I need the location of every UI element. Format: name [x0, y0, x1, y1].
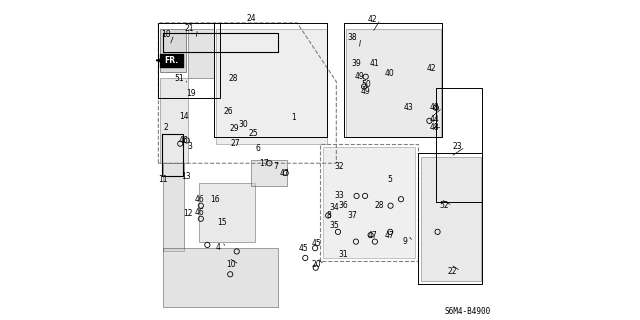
Text: 49: 49	[361, 87, 371, 96]
Text: 35: 35	[329, 221, 339, 230]
Text: 27: 27	[230, 139, 240, 148]
Text: 47: 47	[367, 231, 377, 240]
Polygon shape	[421, 157, 481, 281]
Text: 48: 48	[429, 123, 439, 132]
Text: 50: 50	[362, 80, 372, 89]
Text: 33: 33	[335, 191, 344, 200]
Polygon shape	[163, 248, 278, 307]
Text: 51: 51	[174, 74, 184, 83]
Text: 36: 36	[339, 201, 348, 210]
Text: 44: 44	[429, 115, 439, 124]
Text: 19: 19	[186, 89, 196, 98]
Text: 22: 22	[448, 267, 458, 276]
Text: 24: 24	[246, 14, 256, 23]
Text: 12: 12	[183, 209, 193, 218]
Polygon shape	[216, 29, 326, 144]
Text: 38: 38	[348, 33, 358, 42]
Text: 11: 11	[159, 175, 168, 184]
Text: 21: 21	[184, 24, 194, 33]
Text: 34: 34	[330, 203, 340, 212]
Text: 14: 14	[180, 112, 189, 121]
Text: 47: 47	[385, 231, 394, 240]
Text: 40: 40	[385, 69, 394, 78]
Polygon shape	[346, 29, 441, 137]
Text: 52: 52	[439, 201, 449, 210]
Text: 26: 26	[224, 107, 234, 116]
Text: 29: 29	[230, 124, 239, 133]
Text: S6M4-B4900: S6M4-B4900	[444, 307, 490, 316]
Text: 18: 18	[161, 30, 171, 39]
Polygon shape	[160, 78, 188, 163]
Text: 32: 32	[335, 162, 344, 171]
Text: 8: 8	[327, 211, 332, 220]
Text: 37: 37	[348, 211, 358, 220]
Text: 46: 46	[195, 195, 204, 204]
Text: FR.: FR.	[164, 56, 179, 65]
Text: 30: 30	[238, 120, 248, 129]
Polygon shape	[160, 29, 186, 72]
FancyBboxPatch shape	[160, 54, 183, 67]
Text: 23: 23	[452, 142, 462, 151]
Text: 48: 48	[429, 103, 439, 112]
Text: 4: 4	[216, 243, 221, 252]
Text: 20: 20	[311, 260, 321, 269]
Polygon shape	[323, 147, 415, 258]
Text: 7: 7	[273, 162, 278, 171]
Text: 45: 45	[312, 239, 322, 248]
Text: 6: 6	[255, 144, 260, 153]
Text: 46: 46	[195, 208, 204, 217]
Text: 39: 39	[351, 59, 361, 68]
Text: 28: 28	[228, 74, 238, 83]
Polygon shape	[188, 29, 214, 78]
Text: 15: 15	[217, 218, 227, 227]
Text: 47: 47	[279, 169, 289, 178]
Text: 42: 42	[367, 15, 377, 24]
Text: 10: 10	[227, 260, 236, 269]
Text: 43: 43	[403, 103, 413, 112]
Text: 31: 31	[338, 250, 348, 259]
Text: 2: 2	[163, 123, 168, 132]
Polygon shape	[163, 163, 184, 252]
Text: 46: 46	[179, 136, 188, 145]
Text: 42: 42	[426, 64, 436, 73]
Text: 25: 25	[248, 129, 258, 138]
Text: 16: 16	[211, 195, 220, 204]
Text: 9: 9	[403, 237, 407, 246]
Text: 3: 3	[187, 142, 192, 151]
Polygon shape	[199, 183, 255, 242]
Text: 1: 1	[291, 113, 296, 122]
Text: 49: 49	[355, 72, 364, 81]
Text: 17: 17	[259, 159, 269, 168]
Text: 28: 28	[374, 201, 383, 210]
Text: 5: 5	[388, 175, 393, 184]
Polygon shape	[252, 160, 287, 186]
Text: 13: 13	[181, 172, 191, 181]
Text: 45: 45	[299, 244, 308, 253]
Text: 41: 41	[370, 59, 380, 68]
